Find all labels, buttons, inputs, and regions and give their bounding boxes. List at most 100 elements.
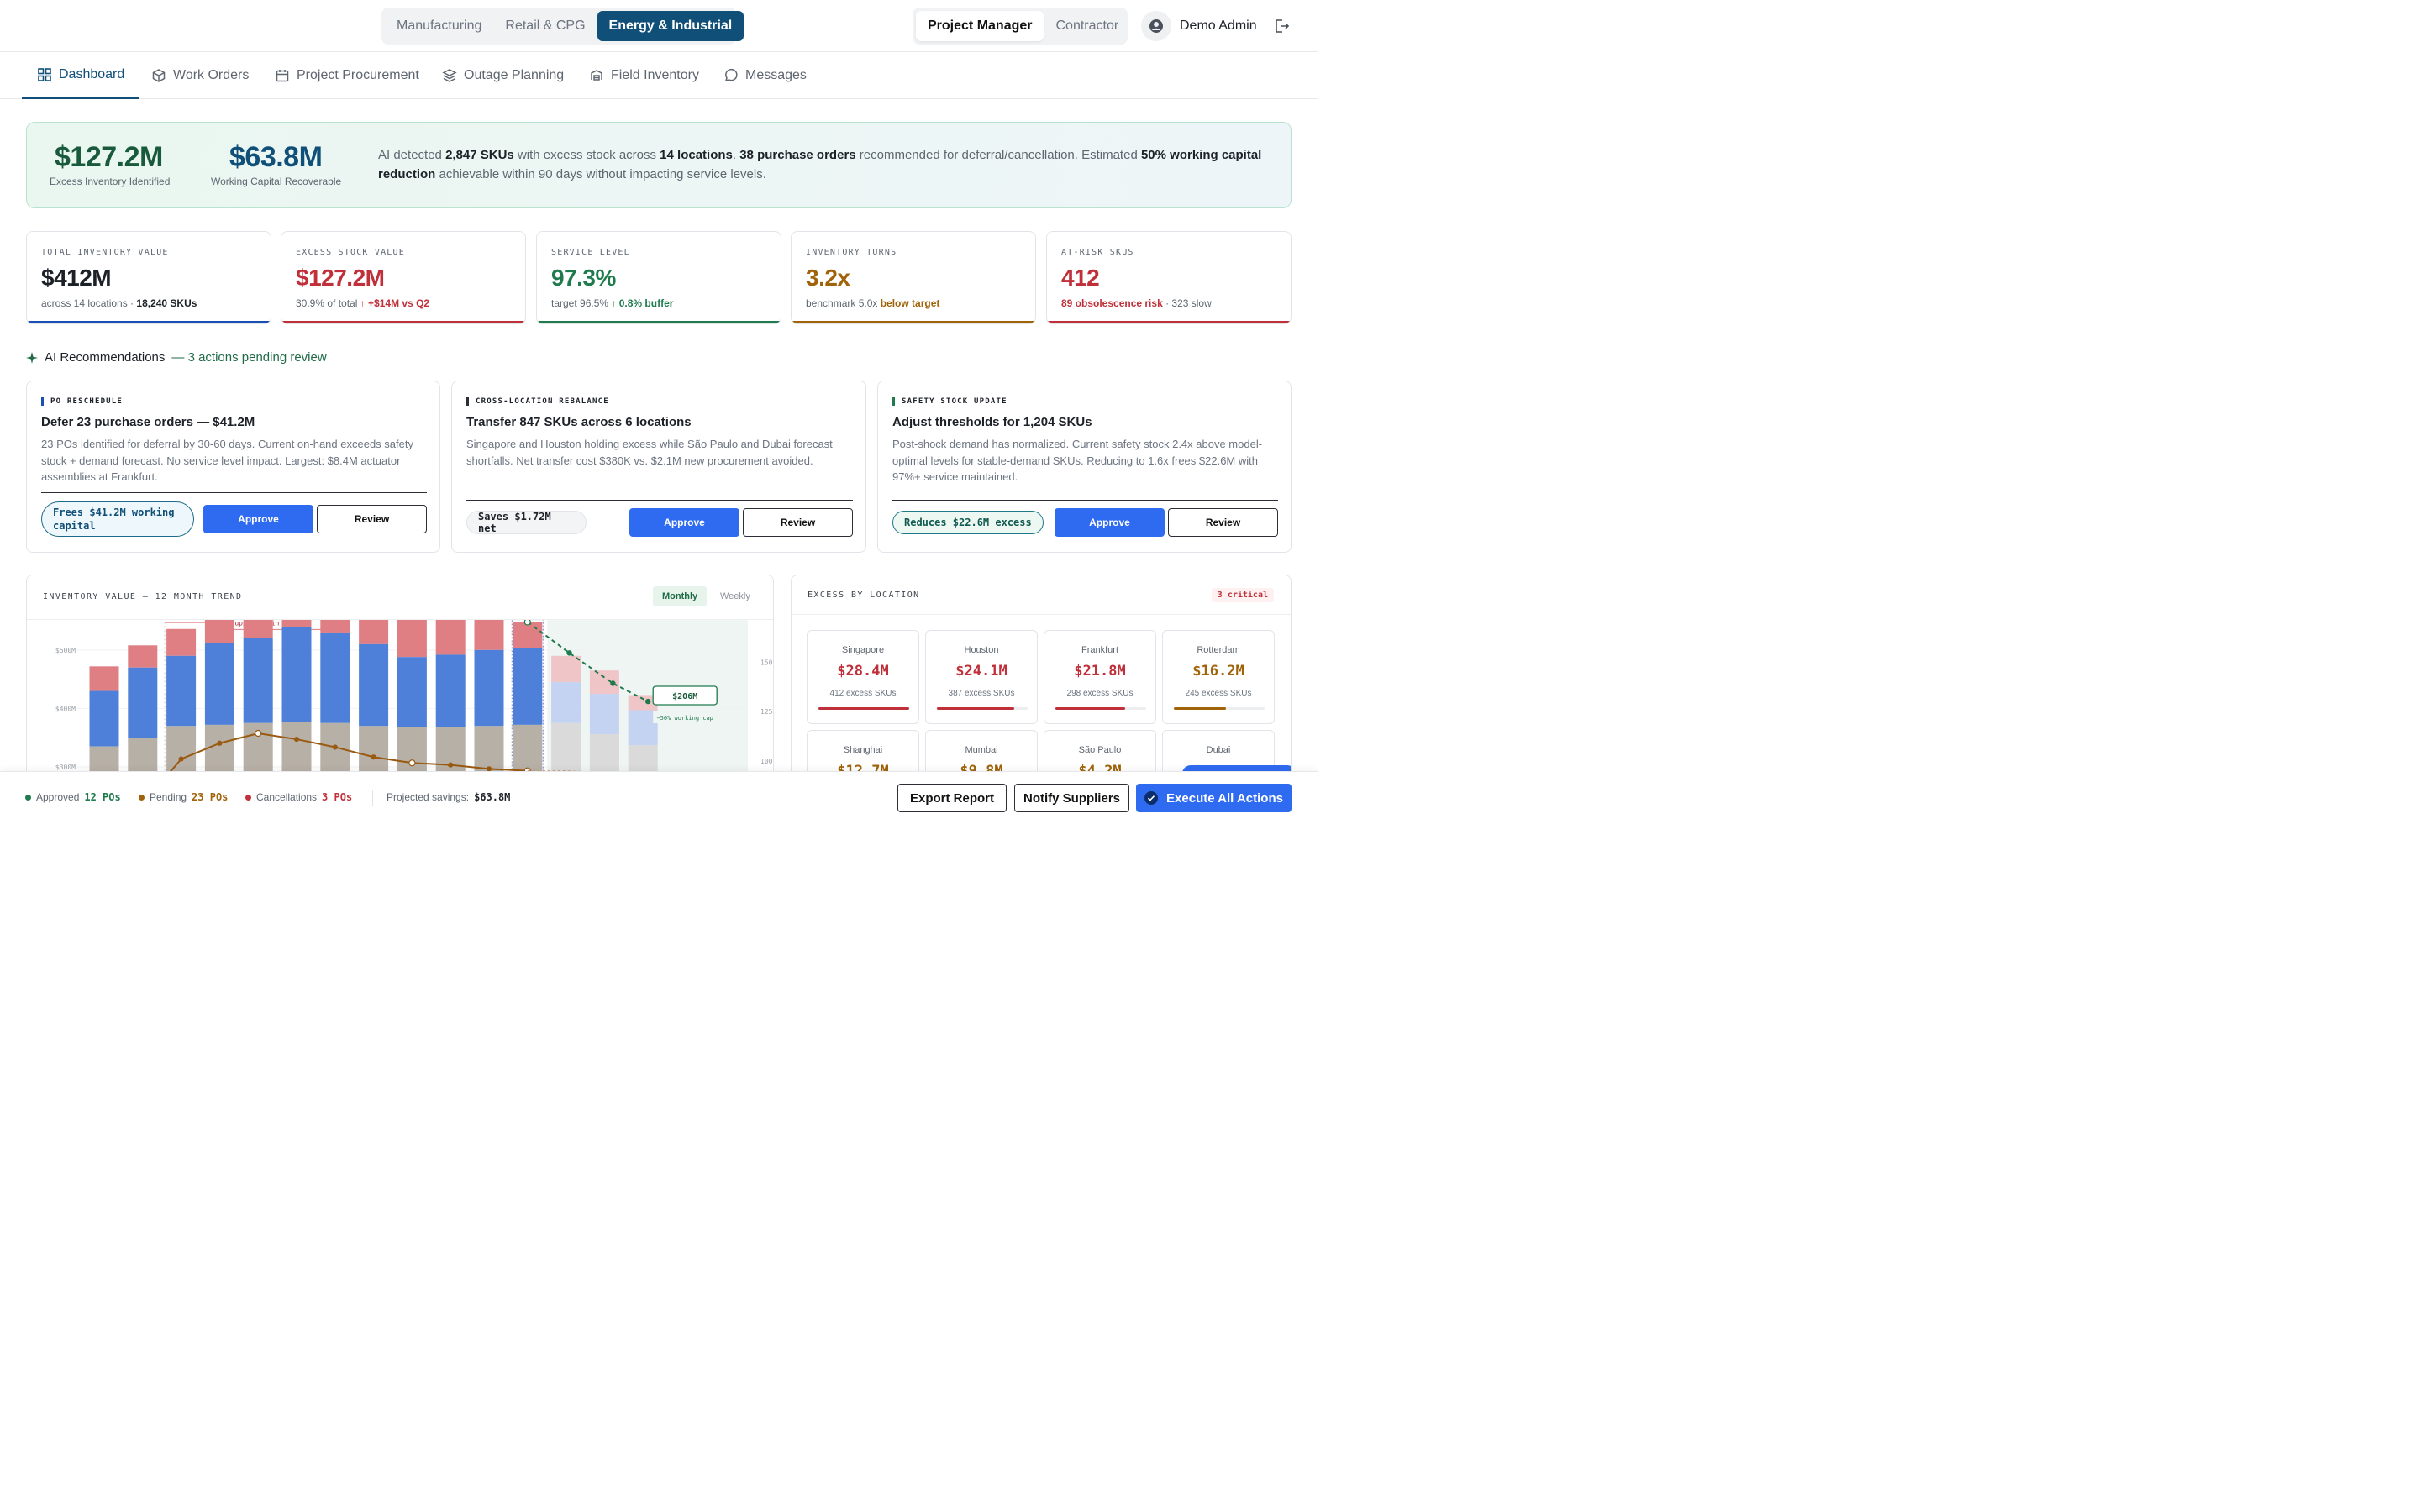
location-progress-track [937,707,1028,710]
location-amount: $21.8M [1074,663,1126,680]
location-tile[interactable]: Houston $24.1M 387 excess SKUs [925,630,1038,724]
target-path-point [645,698,651,705]
review-button[interactable]: Review [743,508,853,537]
excess-inventory-value: $127.2M [55,141,163,173]
industry-energy-industrial[interactable]: Energy & Industrial [597,11,744,41]
kpi-value: $412M [41,265,112,291]
tab-messages[interactable]: Messages [723,52,807,99]
kpi-label: EXCESS STOCK VALUE [296,248,405,257]
review-button[interactable]: Review [1168,508,1278,537]
user-menu[interactable]: Demo Admin [1141,11,1257,41]
user-avatar-icon [1141,11,1171,41]
kpi-card[interactable]: SERVICE LEVEL 97.3% target 96.5% ↑ 0.8% bu… [536,231,781,324]
bar-excess-segment [320,620,350,633]
bar-excess-segment [397,620,427,658]
approve-button[interactable]: Approve [203,505,313,533]
turns-point [293,736,300,743]
bar-excess-segment [513,622,543,648]
tab-work-orders-label: Work Orders [173,68,250,82]
kpi-accent-bar [281,321,525,323]
ai-recommendations-heading: AI Recommendations — 3 actions pending r… [26,350,327,365]
toggle-monthly[interactable]: Monthly [653,586,708,606]
y-tick-label: $500M [55,647,76,654]
recommendation-tag: CROSS-LOCATION REBALANCE [466,397,609,406]
location-city: Rotterdam [1197,645,1240,655]
recommendation-tag: PO RESCHEDULE [41,397,123,406]
industry-manufacturing[interactable]: Manufacturing [397,18,482,33]
approve-button[interactable]: Approve [629,508,739,537]
tab-project-procurement[interactable]: Project Procurement [275,52,419,99]
bar-active-segment [435,654,466,727]
tab-dashboard[interactable]: Dashboard [22,52,140,99]
tab-outage-planning[interactable]: Outage Planning [442,52,564,99]
location-progress-track [818,707,909,710]
approved-status: Approved 12 POs [25,791,121,803]
approve-button[interactable]: Approve [1055,508,1165,537]
chart-divider [27,619,773,620]
location-amount: $24.1M [955,663,1007,680]
cancellations-dot [245,794,251,801]
turns-point [371,754,376,760]
bar-excess-segment [243,620,273,638]
target-path-line [527,621,649,702]
ai-pending-count: — 3 actions pending review [171,350,327,365]
industry-retail-cpg[interactable]: Retail & CPG [505,18,586,33]
role-contractor[interactable]: Contractor [1055,18,1119,33]
kpi-card[interactable]: AT-RISK SKUS 412 89 obsolescence risk · 32… [1046,231,1292,324]
bar-active-segment [359,643,389,727]
kpi-accent-bar [27,321,271,323]
forecast-active-segment [628,710,658,746]
ai-summary-message: AI detected 2,847 SKUs with excess stock… [378,148,1262,181]
role-project-manager[interactable]: Project Manager [916,11,1044,41]
y2-tick-label: 100 [760,758,773,765]
location-divider [792,614,1291,615]
tab-field-inventory[interactable]: Field Inventory [589,52,699,99]
bar-active-segment [89,690,119,747]
location-tile[interactable]: Singapore $28.4M 412 excess SKUs [807,630,919,724]
approved-dot [25,794,31,801]
kpi-accent-bar [792,321,1035,323]
critical-badge: 3 critical [1211,588,1274,602]
trend-chart-title: INVENTORY VALUE — 12 MONTH TREND [43,592,243,601]
kpi-note: across 14 locations · 18,240 SKUs [41,297,197,309]
notify-suppliers-button[interactable]: Notify Suppliers [1014,784,1129,812]
kpi-accent-bar [537,321,781,323]
location-progress-fill [1055,707,1126,710]
user-name: Demo Admin [1180,18,1257,33]
location-amount: $16.2M [1192,663,1244,680]
sparkle-icon [26,351,38,364]
toggle-weekly[interactable]: Weekly [720,591,750,601]
footer-divider [372,790,373,806]
kpi-value: 97.3% [551,265,616,291]
top-bar: Manufacturing Retail & CPG Energy & Indu… [0,0,1318,52]
location-city: Mumbai [965,745,998,755]
box-icon [152,69,166,82]
target-path-point [610,680,616,686]
location-sku-count: 245 excess SKUs [1185,689,1252,698]
location-card-title: EXCESS BY LOCATION [808,591,920,600]
app-root: { "industries": ["Manufacturing", "Retai… [0,0,1318,823]
export-report-button[interactable]: Export Report [897,784,1007,812]
location-tile[interactable]: Frankfurt $21.8M 298 excess SKUs [1044,630,1156,724]
tab-dashboard-label: Dashboard [59,67,125,81]
bar-active-segment [397,657,427,727]
tab-work-orders[interactable]: Work Orders [151,52,249,99]
bar-active-segment [281,627,312,722]
forecast-active-segment [589,694,619,735]
location-tile[interactable]: Rotterdam $16.2M 245 excess SKUs [1162,630,1275,724]
now-bar-outline [511,620,544,823]
logout-icon[interactable] [1272,17,1291,35]
review-button[interactable]: Review [317,505,427,533]
bar-excess-segment [128,645,158,668]
target-path-point [523,620,531,626]
target-note-box [653,711,718,723]
execute-all-actions-button[interactable]: Execute All Actions [1136,784,1292,812]
location-city: Shanghai [843,745,883,755]
kpi-card[interactable]: TOTAL INVENTORY VALUE $412M across 14 loca… [26,231,271,324]
location-city: Frankfurt [1081,645,1118,655]
target-note-label: −50% working cap [656,715,713,722]
kpi-card[interactable]: INVENTORY TURNS 3.2x benchmark 5.0x below … [791,231,1036,324]
cancellations-status: Cancellations 3 POs [245,791,352,803]
kpi-card[interactable]: EXCESS STOCK VALUE $127.2M 30.9% of total … [281,231,526,324]
forecast-active-segment [551,682,581,723]
